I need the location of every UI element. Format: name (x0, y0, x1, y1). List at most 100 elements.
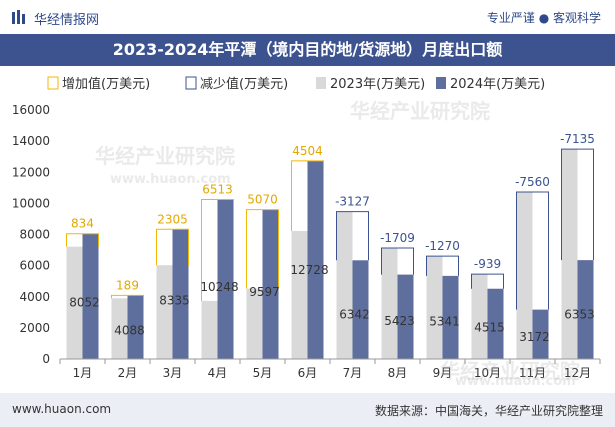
bar-2023 (381, 248, 398, 359)
y-tick-label: 12000 (12, 165, 50, 179)
bar-2024 (352, 260, 369, 359)
y-tick-label: 8000 (19, 228, 50, 242)
legend: 增加值(万美元) 减少值(万美元) 2023年(万美元) 2024年(万美元) (47, 76, 545, 92)
footer: www.huaon.com 数据来源：中国海关，华经产业研究院整理 (0, 393, 615, 427)
change-label: 834 (71, 217, 94, 231)
increase-marker (156, 228, 189, 266)
logo-icon (12, 10, 25, 24)
change-label: -7560 (515, 175, 550, 189)
value-label-2024: 8335 (159, 294, 190, 308)
decrease-marker (426, 255, 459, 276)
value-label-2024: 12728 (290, 263, 328, 277)
change-label: 2305 (157, 212, 188, 226)
y-tick-label: 2000 (19, 321, 50, 335)
y-tick-label: 6000 (19, 259, 50, 273)
value-label-2024: 10248 (200, 280, 238, 294)
change-label: -3127 (335, 195, 370, 209)
x-tick-label: 12月 (564, 366, 591, 380)
bar-2024 (487, 288, 504, 359)
bar-2023 (336, 211, 353, 359)
bar-2024 (217, 199, 234, 359)
value-label-2024: 6342 (339, 308, 370, 322)
bar-2023 (66, 246, 83, 359)
change-label: 5070 (247, 193, 278, 207)
chart-title: 2023-2024年平潭（境内目的地/货源地）月度出口额 (0, 34, 615, 66)
footer-source: 数据来源：中国海关，华经产业研究院整理 (374, 404, 603, 418)
change-label: -1270 (425, 239, 460, 253)
bar-2023 (201, 300, 218, 359)
decrease-marker (381, 247, 414, 275)
x-tick-label: 10月 (474, 366, 501, 380)
bars: 834 8052 189 4088 2305 8335 6513 10248 5070 9597 4… (66, 132, 595, 359)
increase-marker (66, 233, 99, 247)
legend-label: 2024年(万美元) (450, 77, 545, 92)
bar-2023 (516, 191, 533, 359)
watermark: 华经产业研究院 (440, 359, 580, 383)
x-tick-label: 3月 (163, 366, 183, 380)
tagline: 专业严谨 ● 客观科学 (486, 11, 601, 25)
x-tick-label: 7月 (343, 366, 363, 380)
legend-label: 减少值(万美元) (200, 76, 288, 92)
y-tick-label: 14000 (12, 134, 50, 148)
bar-2024 (532, 309, 549, 359)
decrease-marker (561, 148, 594, 261)
change-label: 189 (116, 278, 139, 292)
change-label: -939 (474, 257, 501, 271)
legend-swatch (436, 77, 446, 89)
x-tick-label: 5月 (253, 366, 273, 380)
y-axis: 0 2000 4000 6000 8000 10000 12000 14000 16000 (12, 103, 50, 366)
bar-2023 (111, 298, 128, 359)
x-tick-label: 9月 (433, 366, 453, 380)
bar-2023 (561, 149, 578, 359)
bar-2024 (442, 275, 459, 359)
x-tick-label: 8月 (388, 366, 408, 380)
legend-label: 2023年(万美元) (330, 77, 425, 92)
bar-2023 (156, 265, 173, 359)
x-tick-label: 11月 (519, 366, 546, 380)
bar-chart: 增加值(万美元) 减少值(万美元) 2023年(万美元) 2024年(万美元) 0 20… (12, 76, 601, 380)
bar-2023 (426, 256, 443, 359)
legend-swatch (316, 77, 326, 89)
watermark-url: www.huaon.com (110, 172, 231, 187)
value-label-2024: 3172 (519, 330, 550, 344)
watermark-url: www.huaon.com (455, 374, 576, 389)
value-label-2024: 5423 (384, 314, 415, 328)
x-tick-label: 2月 (118, 366, 138, 380)
decrease-marker (471, 273, 504, 289)
watermark: 华经产业研究院 (350, 99, 490, 123)
y-tick-label: 0 (42, 352, 50, 366)
y-tick-label: 4000 (19, 290, 50, 304)
bar-2024 (127, 295, 144, 359)
watermark: 华经产业研究院 (95, 144, 235, 168)
increase-marker (201, 199, 234, 301)
value-label-2024: 4515 (474, 320, 505, 334)
increase-marker (246, 209, 279, 289)
bar-2024 (397, 274, 414, 359)
change-label: 4504 (292, 144, 323, 158)
bar-2023 (246, 288, 263, 359)
bar-2024 (262, 209, 279, 359)
decrease-marker (336, 211, 369, 261)
x-tick-label: 6月 (298, 366, 318, 380)
value-label-2024: 9597 (249, 285, 280, 299)
change-label: -1709 (380, 231, 415, 245)
y-tick-label: 16000 (12, 103, 50, 117)
bar-2024 (172, 229, 189, 359)
decrease-marker (516, 191, 549, 310)
bar-2023 (471, 274, 488, 359)
value-label-2024: 8052 (69, 296, 100, 310)
x-tick-label: 1月 (73, 366, 93, 380)
bar-2023 (291, 231, 308, 359)
brand-name: 华经情报网 (34, 13, 100, 28)
legend-swatch (47, 76, 59, 90)
increase-marker (291, 160, 324, 232)
bar-2024 (577, 260, 594, 359)
bar-2024 (82, 233, 99, 359)
change-label: -7135 (560, 132, 595, 146)
top-bar: 华经情报网 专业严谨 ● 客观科学 (0, 0, 615, 34)
value-label-2024: 4088 (114, 323, 145, 337)
value-label-2024: 5341 (429, 315, 460, 329)
footer-url: www.huaon.com (12, 402, 112, 416)
increase-marker (111, 294, 144, 299)
change-label: 6513 (202, 183, 233, 197)
